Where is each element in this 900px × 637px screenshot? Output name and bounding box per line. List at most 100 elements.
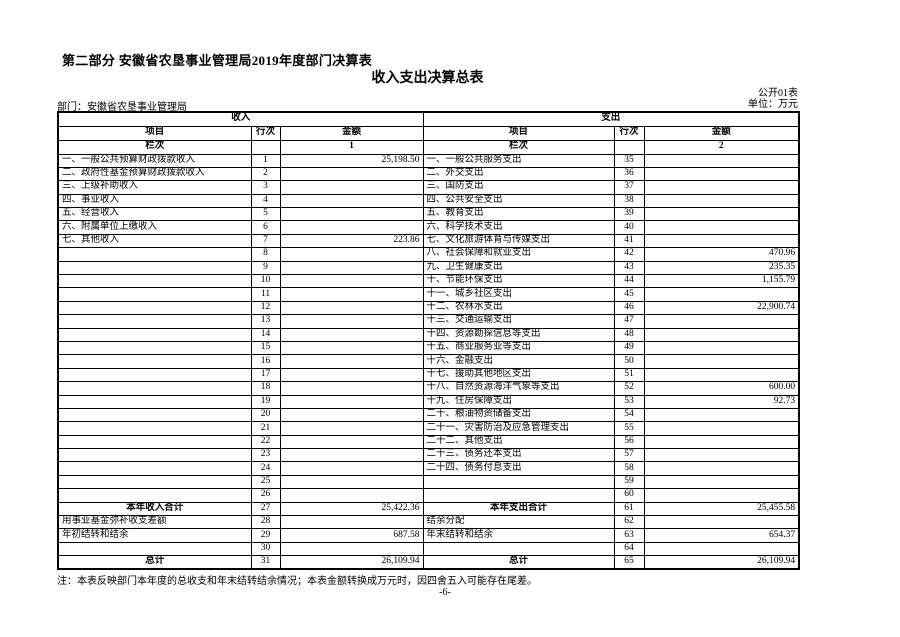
expense-item-cell: 十八、自然资源海洋气象等支出 [422,381,615,396]
expense-line-cell: 38 [613,193,645,209]
expense-amount-cell [643,354,800,369]
expense-amount-cell [643,314,800,329]
table-row: 13 十三、交通运输支出 47 [57,314,800,329]
income-amount-cell [279,193,424,209]
expense-amount-cell [643,488,800,503]
expense-line-cell: 42 [613,247,645,262]
income-line-cell: 6 [250,220,281,235]
income-line-cell: 16 [250,354,281,369]
expense-item-cell: 二十二、其他支出 [422,434,615,450]
expense-amount-cell: 600.00 [643,381,800,396]
expense-amount-cell [643,193,800,209]
income-amount-cell [279,314,424,329]
expense-amount-cell [643,220,800,235]
income-line-cell: 1 [250,153,281,168]
expense-item-cell: 十五、商业服务业等支出 [422,340,615,356]
expense-line-cell: 35 [613,153,645,168]
expense-item-cell: 十六、金融支出 [422,354,615,369]
income-item-cell [57,274,252,289]
table-row: 17 十七、援助其他地区支出 51 [57,367,800,383]
expense-item-cell: 十一、城乡社区支出 [422,287,615,302]
income-item-cell: 七、其他收入 [57,233,252,249]
expense-line-cell: 58 [613,461,645,476]
expense-item-cell: 二十一、灾害防治及应急管理支出 [422,421,615,436]
income-expense-summary-table: 收入 支出 项目 行次 金额 项目 行次 金额 栏次 1 栏次 2 一、一般公共… [57,111,801,571]
table-row: 24 二十四、债务付息支出 58 [57,461,800,476]
income-item-cell [57,327,252,342]
table-row: 8 八、社会保障和就业支出 42 470.96 [57,247,800,262]
table-row: 19 十九、住房保障支出 53 92.73 [57,394,800,409]
income-item-cell [57,407,252,423]
expense-item-cell: 六、科学技术支出 [422,220,615,235]
table-row: 22 二十二、其他支出 56 [57,434,800,450]
table-row: 21 二十一、灾害防治及应急管理支出 55 [57,421,800,436]
group-header-row: 收入 支出 [57,111,800,127]
expense-line-cell: 37 [613,180,645,195]
income-item-cell: 四、事业收入 [57,193,252,209]
income-line-cell: 5 [250,207,281,222]
income-item-cell [57,381,252,396]
income-amount-cell [279,367,424,383]
section-title: 第二部分 安徽省农垦事业管理局2019年度部门决算表 [62,53,373,68]
income-item-cell: 二、政府性基金预算财政拨款收入 [57,166,252,182]
income-line-cell: 10 [250,274,281,289]
expense-item-cell: 九、卫生健康支出 [422,260,615,276]
expense-item-cell: 总计 [422,555,615,570]
table-row: 30 64 [57,541,800,557]
income-amount-cell [279,287,424,302]
expense-item-cell: 十二、农林水支出 [422,300,615,316]
income-item-cell [57,434,252,450]
expense-col-index: 2 [643,139,800,155]
expense-amount-cell [643,407,800,423]
expense-amount-cell: 235.35 [643,260,800,276]
income-amount-cell [279,421,424,436]
table-row: 总计 31 26,109.94 总计 65 26,109.94 [57,555,800,570]
expense-item-cell: 结余分配 [422,515,615,530]
expense-item-cell: 二十三、债务还本支出 [422,448,615,463]
table-title: 收入支出决算总表 [371,71,484,86]
income-line-cell: 21 [250,421,281,436]
form-code-label: 公开01表 [758,88,798,99]
income-line-cell: 2 [250,166,281,182]
unit-label: 单位：万元 [748,99,798,110]
expense-item-cell: 二十、粮油物资储备支出 [422,407,615,423]
table-row: 二、政府性基金预算财政拨款收入 2 二、外交支出 36 [57,166,800,182]
expense-line-cell: 43 [613,260,645,276]
expense-amount-cell: 1,155.79 [643,274,800,289]
income-item-cell [57,488,252,503]
income-line-cell: 20 [250,407,281,423]
table-row: 16 十六、金融支出 50 [57,354,800,369]
expense-amount-cell [643,166,800,182]
income-group-header: 收入 [57,111,424,127]
expense-line-cell: 45 [613,287,645,302]
income-lanci-blank [250,139,281,155]
expense-item-cell: 十三、交通运输支出 [422,314,615,329]
income-amount-cell [279,327,424,342]
income-line-cell: 13 [250,314,281,329]
expense-line-cell: 36 [613,166,645,182]
income-item-cell: 本年收入合计 [57,501,252,517]
expense-amount-cell: 22,900.74 [643,300,800,316]
income-line-cell: 17 [250,367,281,383]
expense-item-cell: 十四、资源勘探信息等支出 [422,327,615,342]
table-row: 年初结转和结余 29 687.58 年末结转和结余 63 654.37 [57,528,800,543]
expense-item-cell: 二十四、债务付息支出 [422,461,615,476]
table-row: 本年收入合计 27 25,422.36 本年支出合计 61 25,455.58 [57,501,800,517]
expense-item-cell [422,488,615,503]
income-item-cell [57,421,252,436]
income-amount-cell [279,474,424,490]
table-row: 五、经营收入 5 五、教育支出 39 [57,207,800,222]
department-label: 部门：安徽省农垦事业管理局 [57,102,187,113]
expense-line-cell: 57 [613,448,645,463]
income-amount-cell [279,247,424,262]
expense-amount-cell [643,327,800,342]
expense-line-cell: 64 [613,541,645,557]
expense-item-cell: 一、一般公共服务支出 [422,153,615,168]
expense-line-cell: 53 [613,394,645,409]
table-row: 一、一般公共预算财政拨款收入 1 25,198.50 一、一般公共服务支出 35 [57,153,800,168]
expense-amount-cell [643,474,800,490]
income-item-cell [57,541,252,557]
table-row: 六、附属单位上缴收入 6 六、科学技术支出 40 [57,220,800,235]
income-line-cell: 31 [250,555,281,570]
